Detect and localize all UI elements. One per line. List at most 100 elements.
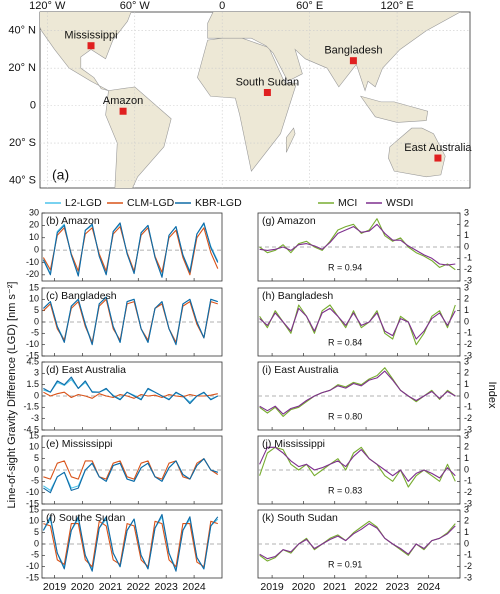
y-axis-label: Index (486, 382, 498, 409)
x-tick-label: 2019 (260, 581, 284, 593)
y-tick-label: 0 (34, 464, 39, 474)
land-shape (359, 95, 429, 123)
y-tick-label: 5 (34, 453, 39, 463)
correlation-label: R = 0.83 (328, 485, 362, 495)
y-tick-label: 15 (29, 430, 39, 440)
y-tick-label: 2 (464, 294, 469, 304)
location-marker (434, 154, 442, 162)
x-tick-label: 2021 (323, 581, 347, 593)
y-tick-label: -10 (26, 257, 39, 267)
legend-label: MCI (338, 197, 357, 209)
series-line (259, 307, 456, 340)
y-tick-label: -3 (464, 350, 472, 360)
x-tick-label: 120° W (29, 0, 66, 12)
y-tick-label: -10 (26, 561, 39, 571)
land-shape (207, 12, 461, 92)
series-line (42, 226, 219, 276)
y-tick-label: 1.5 (26, 379, 39, 389)
panel-title: (b) Amazon (46, 215, 100, 227)
y-tick-label: 3 (34, 368, 39, 378)
location-marker (119, 107, 127, 115)
location-label: South Sudan (236, 76, 300, 88)
y-tick-label: 0 (34, 390, 39, 400)
y-tick-label: 10 (29, 294, 39, 304)
land-shape (40, 12, 132, 91)
y-tick-label: 3 (464, 207, 469, 217)
x-tick-label: 0 (219, 0, 225, 12)
y-tick-label: -2 (464, 339, 472, 349)
panel-label: (a) (52, 167, 69, 183)
x-tick-label: 2020 (71, 581, 95, 593)
legend-label: L2-LGD (65, 197, 102, 209)
y-tick-label: 2 (464, 368, 469, 378)
y-tick-label: 2 (464, 516, 469, 526)
y-tick-label: 0 (464, 538, 469, 548)
series-line (43, 296, 218, 346)
panel-title: (f) Southe Sudan (46, 512, 126, 524)
series-line (42, 513, 219, 572)
location-marker (349, 57, 357, 65)
y-tick-label: -2 (464, 264, 472, 274)
land-shape (388, 127, 446, 178)
legend-label: KBR-LGD (195, 197, 242, 209)
series-line (259, 223, 456, 266)
y-tick-label: 10 (29, 232, 39, 242)
y-tick-label: 3 (464, 430, 469, 440)
y-tick-label: 0 (34, 316, 39, 326)
series-line (42, 222, 219, 278)
y-tick-label: 0 (34, 538, 39, 548)
x-tick-label: 2023 (155, 581, 179, 593)
y-tick-label: 2 (464, 219, 469, 229)
location-marker (87, 42, 95, 50)
y-tick-label: 3 (464, 504, 469, 514)
y-tick-label: -1 (464, 550, 472, 560)
y-tick-label: 0 (34, 244, 39, 254)
y-tick-label: -1 (464, 476, 472, 486)
y-tick-label: -15 (26, 572, 39, 582)
legend-label: WSDI (386, 197, 413, 209)
panel-title: (d) East Australia (46, 364, 126, 376)
x-tick-label: 120° E (381, 0, 414, 12)
y-tick-label: -10 (26, 487, 39, 497)
y-tick-label: -4.5 (23, 424, 39, 434)
y-tick-label: -1 (464, 402, 472, 412)
y-tick-label: -1.5 (23, 402, 39, 412)
series-line (259, 523, 456, 560)
y-tick-label: -10 (26, 339, 39, 349)
y-tick-label: -2 (464, 487, 472, 497)
y-tick-label: -5 (31, 328, 39, 338)
plot-frame (41, 212, 223, 282)
y-tick-label: 5 (34, 305, 39, 315)
y-tick-label: -3 (464, 275, 472, 285)
y-tick-label: 3 (464, 356, 469, 366)
y-tick-label: 40° N (8, 25, 36, 37)
location-marker (263, 89, 271, 97)
y-tick-label: 0 (464, 390, 469, 400)
y-tick-label: 10 (29, 516, 39, 526)
y-tick-label: 1 (464, 305, 469, 315)
y-tick-label: 4.5 (26, 356, 39, 366)
y-tick-label: -15 (26, 350, 39, 360)
x-tick-label: 2022 (354, 581, 378, 593)
y-tick-label: 15 (29, 282, 39, 292)
y-tick-label: 1 (464, 453, 469, 463)
y-tick-label: -3 (31, 413, 39, 423)
panel-title: (g) Amazon (262, 215, 316, 227)
y-tick-label: 2 (464, 442, 469, 452)
series-line (43, 458, 218, 494)
y-tick-label: 0 (30, 100, 36, 112)
y-tick-label: 0 (464, 241, 469, 251)
y-tick-label: 15 (29, 504, 39, 514)
panel-title: (i) East Australia (262, 364, 339, 376)
y-tick-label: -5 (31, 476, 39, 486)
x-tick-label: 2022 (127, 581, 151, 593)
y-tick-label: 1 (464, 527, 469, 537)
panel-title: (e) Mississippi (46, 438, 113, 450)
location-label: Bangladesh (324, 45, 382, 57)
y-tick-label: 20° N (8, 62, 36, 74)
y-tick-label: -3 (464, 498, 472, 508)
x-tick-label: 2020 (292, 581, 316, 593)
x-tick-label: 2024 (182, 581, 206, 593)
series-line (259, 370, 456, 415)
